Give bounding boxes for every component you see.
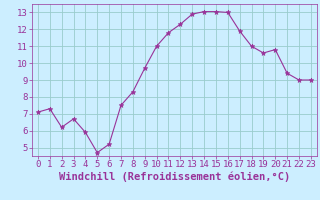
X-axis label: Windchill (Refroidissement éolien,°C): Windchill (Refroidissement éolien,°C)	[59, 172, 290, 182]
